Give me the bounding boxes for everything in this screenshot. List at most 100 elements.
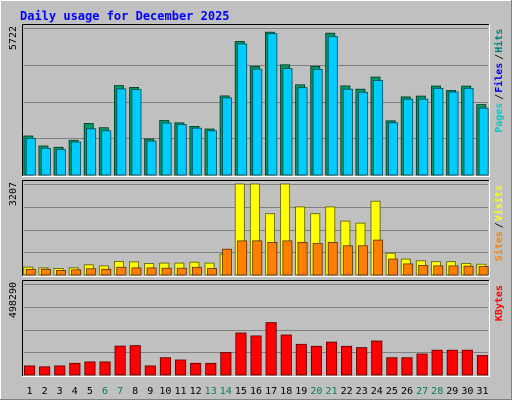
y-max-label: 3207 <box>8 182 19 206</box>
bar-kbytes-day-13 <box>205 362 217 376</box>
bar-sites-day-24 <box>373 239 384 276</box>
bar-sites-day-6 <box>101 268 112 276</box>
bar-sites-day-21 <box>327 241 338 276</box>
legend-sites: Sites <box>493 231 505 261</box>
bar-kbytes-day-24 <box>371 340 383 376</box>
bar-files-day-9 <box>146 140 157 176</box>
x-tick-day-26: 26 <box>401 386 413 397</box>
panel-hits-files-pages: 5722 Hits/Files/Pages <box>8 24 505 177</box>
legend-kbytes: KBytes <box>494 285 505 321</box>
bar-sites-day-22 <box>342 245 353 276</box>
x-tick-day-18: 18 <box>280 386 292 397</box>
bar-sites-day-8 <box>131 267 142 276</box>
legend-separator: / <box>494 54 505 60</box>
x-tick-day-29: 29 <box>446 386 458 397</box>
bar-kbytes-day-18 <box>280 334 292 376</box>
bar-sites-day-20 <box>312 243 323 276</box>
legend-visits: Visits <box>493 185 505 221</box>
bar-sites-day-27 <box>418 264 429 276</box>
bar-kbytes-day-25 <box>386 357 398 376</box>
bar-kbytes-day-11 <box>174 359 187 376</box>
bar-kbytes-day-4 <box>69 362 81 376</box>
bar-sites-day-15 <box>237 240 248 276</box>
chart-title: Daily usage for December 2025 <box>20 9 230 23</box>
bar-files-day-30 <box>463 88 474 176</box>
x-tick-day-9: 9 <box>147 386 153 397</box>
x-tick-day-21: 21 <box>325 386 337 397</box>
x-tick-day-7: 7 <box>117 386 123 397</box>
bar-files-day-22 <box>342 88 353 176</box>
bar-files-day-1 <box>25 138 36 176</box>
x-tick-day-22: 22 <box>341 386 353 397</box>
x-tick-day-8: 8 <box>132 386 138 397</box>
x-tick-day-20: 20 <box>310 386 322 397</box>
bar-files-day-10 <box>161 122 172 176</box>
bar-files-day-12 <box>191 127 202 176</box>
bar-sites-day-19 <box>297 241 308 276</box>
x-tick-day-19: 19 <box>295 386 307 397</box>
bar-sites-day-10 <box>161 267 172 276</box>
x-tick-day-28: 28 <box>431 386 443 397</box>
x-tick-day-10: 10 <box>159 386 171 397</box>
bar-sites-day-31 <box>478 266 489 276</box>
bar-sites-day-28 <box>433 265 444 276</box>
legend-hits: Hits <box>493 29 505 53</box>
x-tick-day-15: 15 <box>235 386 247 397</box>
bar-files-day-16 <box>252 68 263 176</box>
x-tick-day-23: 23 <box>356 386 368 397</box>
x-tick-day-30: 30 <box>461 386 473 397</box>
legend-separator: / <box>494 94 505 100</box>
bar-kbytes-day-30 <box>461 349 473 376</box>
bar-files-day-4 <box>71 141 82 176</box>
x-tick-day-16: 16 <box>250 386 262 397</box>
bar-kbytes-day-9 <box>144 365 156 376</box>
bar-kbytes-day-31 <box>476 355 488 376</box>
bar-sites-day-26 <box>403 263 414 276</box>
x-tick-day-14: 14 <box>220 386 232 397</box>
bar-kbytes-day-26 <box>401 357 413 376</box>
bar-sites-day-18 <box>282 240 293 276</box>
legend-separator: / <box>494 222 505 228</box>
bar-sites-day-2 <box>40 268 51 276</box>
bar-kbytes-day-8 <box>129 345 141 376</box>
bar-sites-day-25 <box>388 258 399 276</box>
bar-kbytes-day-21 <box>325 341 338 376</box>
bar-sites-day-4 <box>71 269 82 276</box>
bar-sites-day-9 <box>146 267 157 276</box>
bar-sites-day-5 <box>86 268 97 276</box>
bar-kbytes-day-22 <box>340 345 353 376</box>
bar-files-day-21 <box>327 36 338 176</box>
bar-kbytes-day-20 <box>310 345 322 376</box>
bar-files-day-19 <box>297 87 308 176</box>
bar-files-day-25 <box>388 122 399 176</box>
legend-pages: Pages <box>494 103 505 133</box>
y-max-label: 498290 <box>8 282 19 318</box>
bar-files-day-5 <box>86 128 97 176</box>
x-tick-day-11: 11 <box>174 386 186 397</box>
bar-sites-day-30 <box>463 265 474 276</box>
panel-visits-sites: 3207 Visits/ Sites <box>8 180 505 277</box>
legend-files: Files <box>493 63 505 93</box>
bar-sites-day-1 <box>25 268 36 276</box>
bar-sites-day-13 <box>206 268 217 276</box>
bar-kbytes-day-3 <box>54 365 66 376</box>
bar-sites-day-29 <box>448 265 459 276</box>
bar-sites-day-17 <box>267 241 278 276</box>
bar-files-day-6 <box>101 130 112 176</box>
x-tick-day-25: 25 <box>386 386 398 397</box>
bar-files-day-11 <box>176 124 187 176</box>
bar-files-day-27 <box>418 98 429 176</box>
bar-sites-day-16 <box>252 240 263 276</box>
bar-files-day-14 <box>222 97 233 176</box>
bar-kbytes-day-7 <box>114 345 126 376</box>
bar-kbytes-day-12 <box>190 362 202 376</box>
bar-kbytes-day-2 <box>39 366 51 376</box>
x-tick-day-6: 6 <box>102 386 108 397</box>
bar-kbytes-day-6 <box>99 361 111 376</box>
bar-files-day-13 <box>206 130 217 176</box>
bar-files-day-29 <box>448 91 459 176</box>
x-tick-day-17: 17 <box>265 386 277 397</box>
bar-kbytes-day-28 <box>431 349 443 376</box>
bar-files-day-3 <box>56 149 66 176</box>
